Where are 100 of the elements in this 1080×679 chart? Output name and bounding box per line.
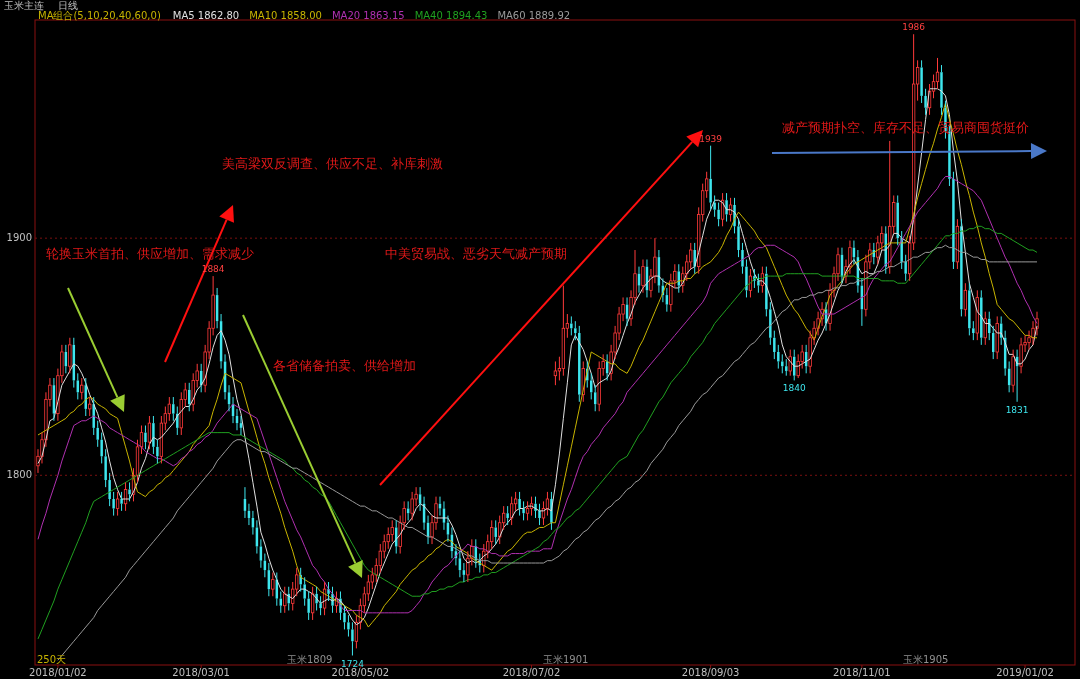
candlestick (960, 218, 963, 317)
candlestick (796, 353, 800, 379)
candlestick (303, 576, 306, 607)
candlestick (995, 315, 999, 360)
candlestick (972, 320, 975, 341)
candlestick (343, 605, 346, 630)
candlestick (669, 273, 673, 313)
candlestick (757, 273, 760, 294)
candlestick (510, 496, 514, 526)
candlestick (319, 595, 322, 616)
candlestick (410, 491, 414, 521)
candlestick (745, 259, 748, 298)
candlestick (888, 140, 892, 275)
candlestick (120, 491, 123, 512)
candlestick (924, 88, 927, 116)
text: MA20 1863.15 (331, 10, 405, 21)
candlestick (808, 330, 812, 374)
candlestick (104, 448, 107, 488)
candlestick (351, 621, 354, 657)
text: MA5 1862.80 (172, 10, 240, 21)
candlestick (769, 301, 772, 346)
candlestick (310, 586, 315, 621)
x-tick-label: 2018/03/01 (172, 667, 230, 678)
candlestick (100, 432, 103, 464)
candlestick (108, 472, 111, 507)
x-tick-label: 2018/11/01 (833, 667, 891, 678)
candlestick (390, 519, 394, 543)
text: MA10 1858.00 (249, 10, 322, 21)
candlestick (980, 289, 983, 346)
candlestick (112, 491, 115, 517)
candlestick (271, 572, 275, 597)
candlestick (983, 311, 987, 346)
candlestick (347, 614, 350, 638)
candlestick (179, 391, 183, 436)
candlestick (597, 360, 601, 412)
candlestick (147, 415, 152, 450)
annotation: 1724 (340, 658, 365, 669)
annotation: 玉米1905 (903, 654, 949, 665)
candlestick (1011, 349, 1015, 393)
candlestick (80, 377, 84, 400)
x-tick-label: 2018/09/03 (681, 667, 740, 678)
candlestick (96, 420, 99, 448)
candlestick (725, 192, 728, 223)
candlestick (1031, 320, 1035, 346)
x-tick-label: 2019/01/02 (996, 667, 1054, 678)
x-tick-label: 2018/05/02 (331, 667, 390, 678)
annotation: 250天 (37, 654, 67, 665)
candlestick (578, 325, 581, 403)
candlestick (561, 285, 565, 377)
annotation: 玉米1901 (543, 654, 589, 665)
candlestick (773, 330, 776, 360)
candlestick (1027, 330, 1031, 351)
candlestick (713, 194, 716, 218)
text: MA40 1894.43 (414, 10, 488, 21)
candlestick (848, 240, 852, 275)
candlestick (641, 259, 645, 294)
candlestick (920, 59, 923, 104)
candlestick (167, 396, 171, 422)
candlestick (144, 425, 147, 450)
x-tick-label: 2018/07/02 (502, 667, 561, 678)
candlestick (128, 481, 131, 502)
annotation: 1986 (902, 22, 926, 33)
candlestick (494, 519, 497, 545)
candlestick (709, 145, 712, 211)
candlestick (553, 360, 558, 386)
candlestick (717, 202, 720, 227)
legend-title: MA组合(5,10,20,40,60,0) (38, 10, 161, 21)
candlestick (896, 194, 899, 246)
candlestick (741, 242, 744, 275)
candlestick (327, 581, 330, 602)
candlestick (490, 519, 494, 550)
candlestick (963, 282, 967, 317)
candlestick (498, 515, 502, 545)
candlestick (518, 491, 521, 517)
candlestick (940, 64, 943, 116)
candlestick (737, 218, 740, 258)
candlestick (152, 415, 155, 455)
candlestick (378, 543, 382, 574)
candlestick (968, 282, 971, 336)
annotation: 1831 (1005, 404, 1029, 415)
chart-title: 玉米主连 (4, 0, 44, 11)
annotation: 1840 (782, 383, 806, 394)
x-tick-label: 2018/01/02 (29, 667, 87, 678)
candlestick (777, 344, 780, 370)
candlestick (975, 289, 979, 341)
candlestick (525, 500, 530, 521)
candlestick (386, 526, 390, 550)
chart-subtitle: 日线 (58, 0, 78, 11)
candlestick (366, 574, 370, 602)
text: MA60 1889.92 (497, 10, 571, 21)
candlestick (1019, 337, 1023, 374)
y-tick-label: 1900 (6, 232, 32, 244)
candlestick (466, 550, 470, 583)
annotation: 各省储备拍卖、供给增加 (273, 358, 416, 373)
candlestick (172, 396, 175, 422)
annotation: 中美贸易战、恶劣天气减产预期 (385, 246, 567, 261)
annotation: 美高梁双反调查、供应不足、补库刺激 (222, 156, 443, 171)
annotation: 玉米1809 (287, 654, 333, 665)
candlestick (781, 353, 784, 374)
candlestick (522, 500, 525, 521)
